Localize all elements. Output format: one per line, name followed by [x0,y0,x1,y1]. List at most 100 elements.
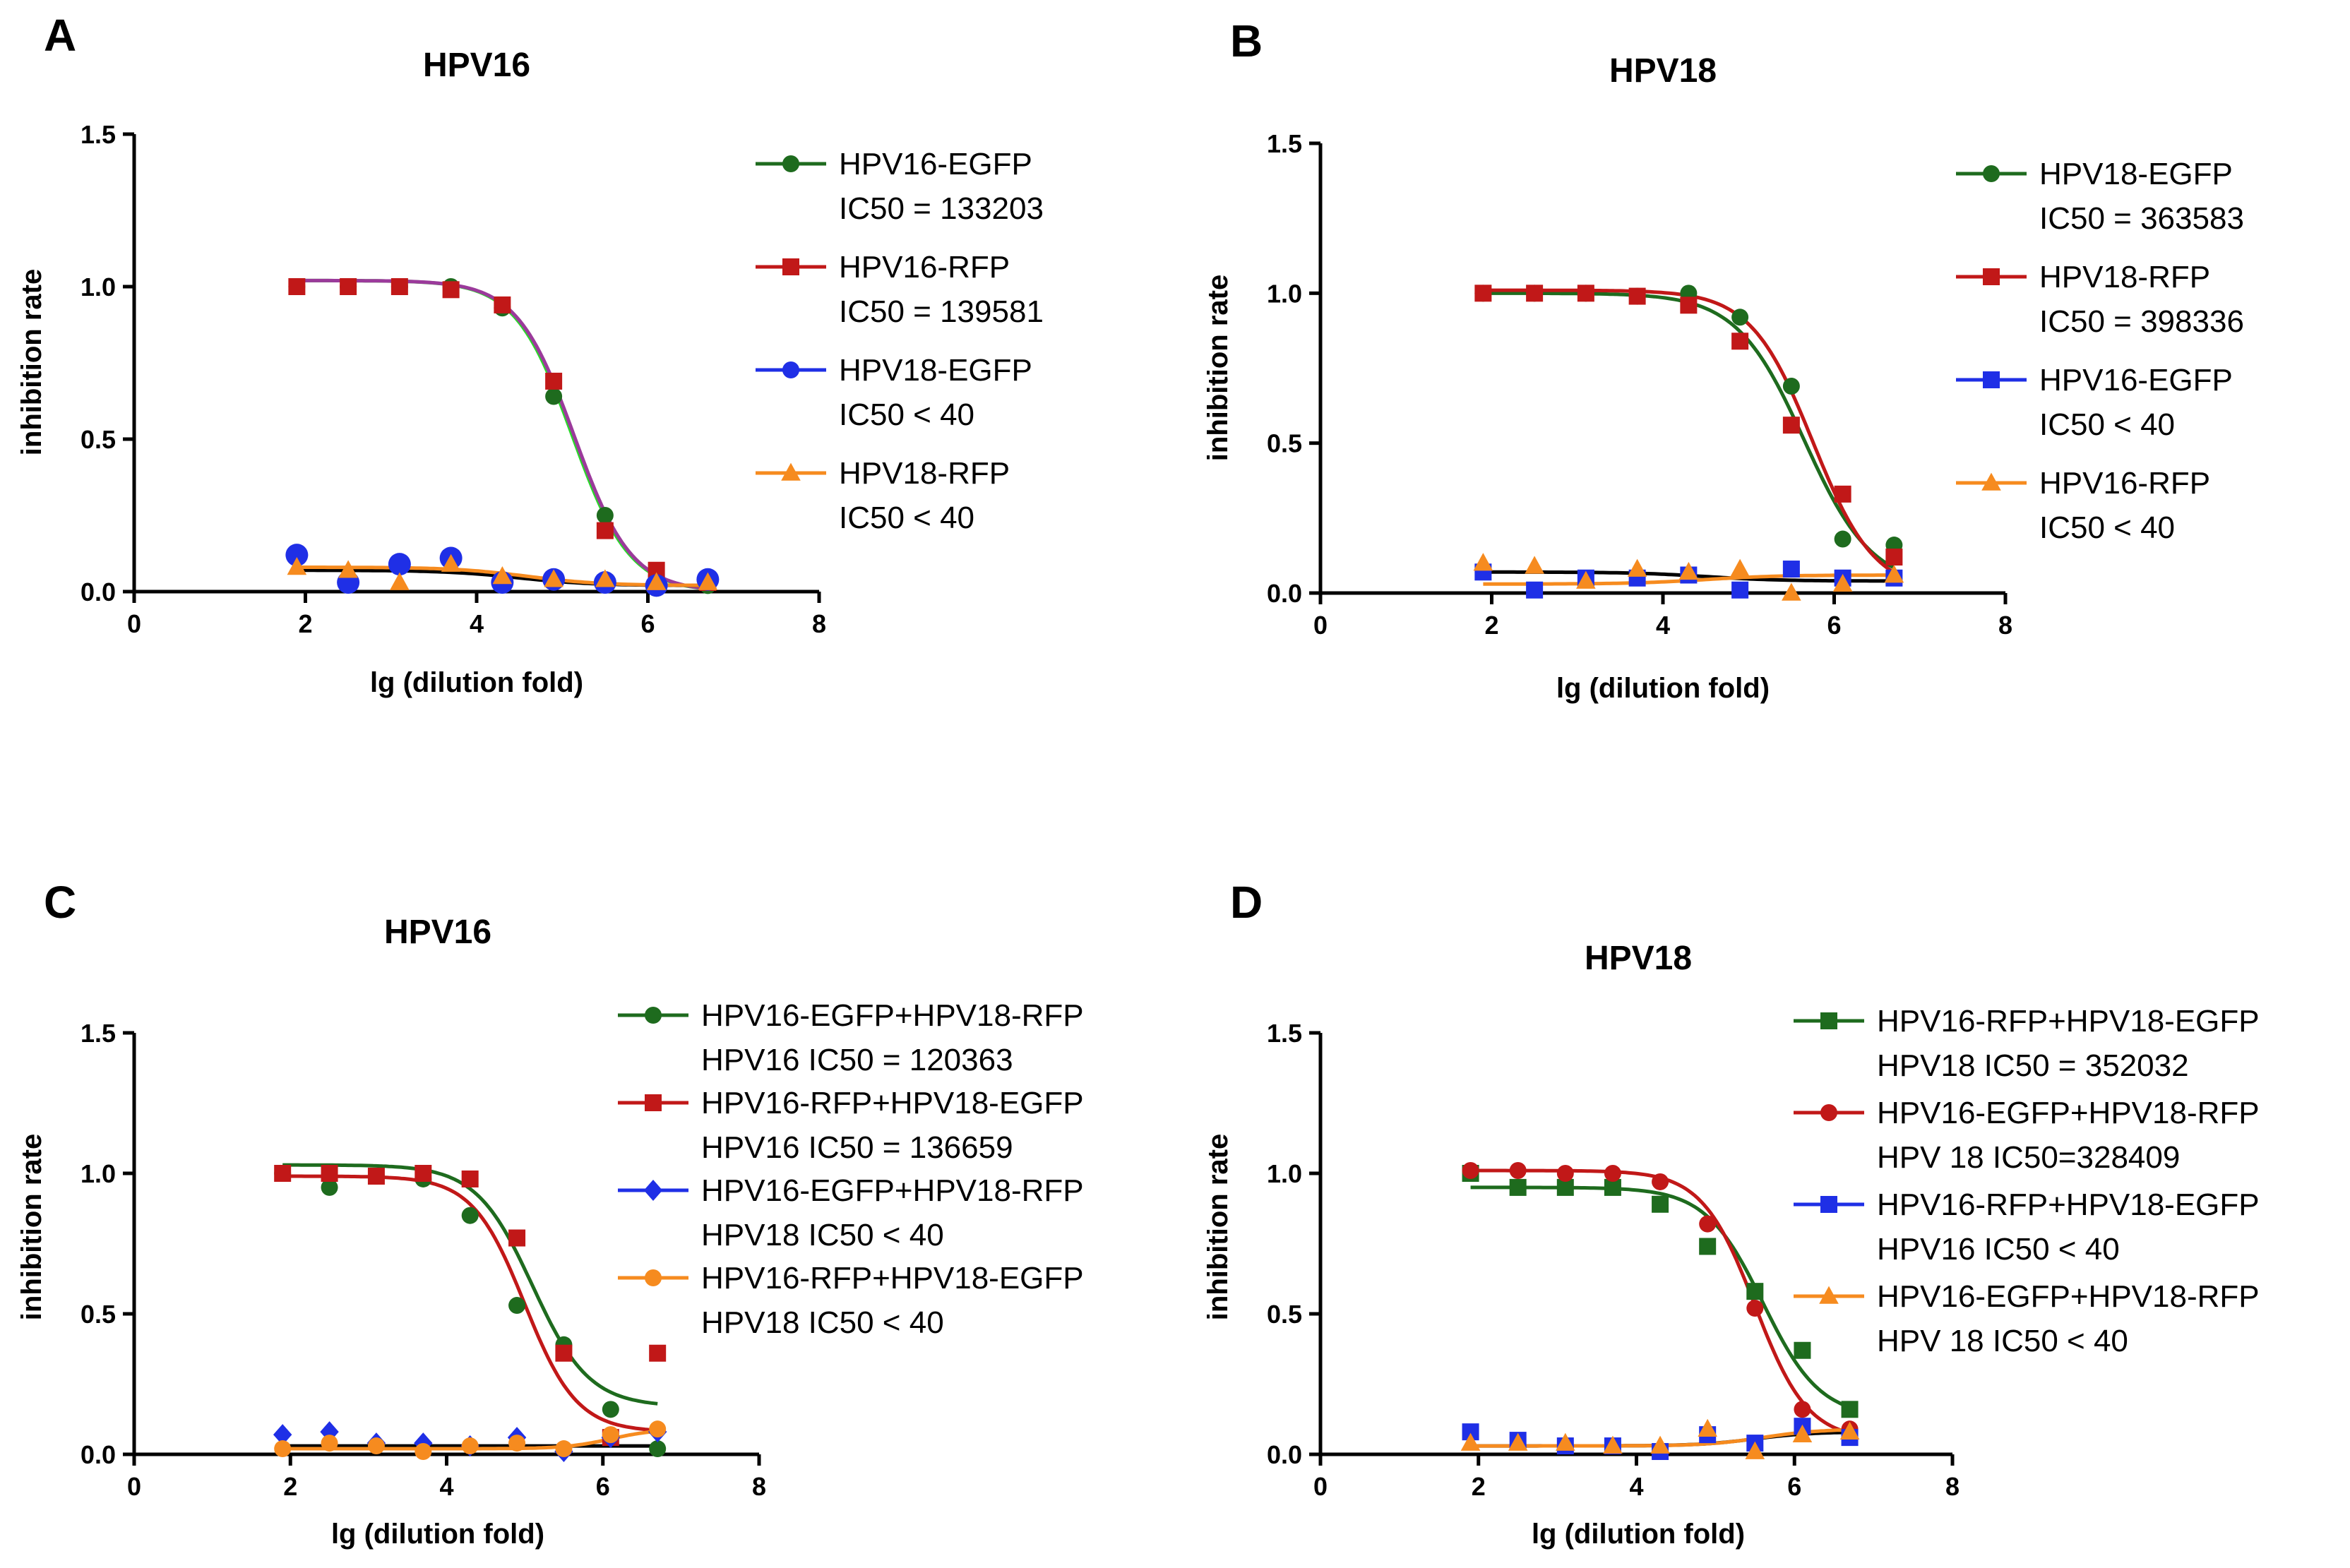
data-point-series-1 [596,507,614,524]
data-point-series-1 [1731,309,1749,326]
data-point-series-4 [1473,553,1493,571]
x-tick-label: 4 [1629,1472,1643,1501]
fit-curve-2 [282,1174,658,1432]
panel-c-plot-area: 0 2 4 6 8 0.0 0.5 1.0 1.5 [80,1019,766,1501]
legend-marker-1 [782,155,799,172]
x-tick-label: 4 [439,1472,453,1501]
data-point-series-4 [1730,558,1750,577]
panel-a-legend: HPV16-EGFP IC50 = 133203 HPV16-RFP IC50 = 1… [756,147,1044,535]
fit-curve-1 [1470,1185,1851,1409]
panel-d-legend: HPV16-RFP+HPV18-EGFP HPV18 IC50 = 352032 H… [1794,1004,2260,1358]
data-point-series-2 [1746,1300,1764,1317]
x-tick-label: 8 [1998,611,2012,640]
panel-a-letter: A [44,10,76,61]
panel-d-ylabel: inhibition rate [1203,1134,1234,1320]
panel-b-title: HPV18 [1609,52,1717,90]
y-tick-label: 0.5 [1267,1300,1302,1329]
data-point-series-4 [555,1440,573,1458]
data-point-series-2 [1509,1162,1527,1180]
data-point-series-4 [1460,1432,1481,1451]
data-point-series-3 [388,553,411,576]
data-point-series-2 [442,281,460,299]
data-point-series-4 [602,1426,619,1444]
data-point-series-4 [441,553,461,572]
data-point-series-4 [595,569,615,587]
legend-name-1: HPV16-EGFP [839,147,1032,181]
panel-c-xlabel: lg (dilution fold) [331,1519,544,1550]
data-point-series-2 [555,1344,573,1362]
legend-ic50-4: HPV18 IC50 < 40 [701,1305,944,1340]
legend-marker-4 [1819,1286,1839,1304]
y-tick-label: 0.5 [80,425,116,454]
data-point-series-4 [1650,1435,1670,1454]
panel-a: A HPV16 lg (dilution fold) inhibition ra… [16,10,1044,698]
y-tick-label: 0.0 [1267,579,1302,608]
legend-ic50-1: IC50 = 363583 [2039,201,2244,236]
x-tick-label: 0 [1313,611,1328,640]
panel-b-plot-area: 0 2 4 6 8 0.0 0.5 1.0 1.5 [1267,129,2012,640]
data-point-series-2 [1885,549,1903,566]
data-point-series-2 [1462,1162,1479,1180]
y-tick-label: 0.0 [80,577,116,606]
data-point-series-4 [649,1420,667,1438]
data-point-series-4 [321,1435,338,1452]
data-point-series-4 [698,572,718,590]
legend-ic50-4: IC50 < 40 [839,501,974,535]
fit-curve-2 [1483,288,1895,575]
y-tick-label: 1.0 [80,273,116,301]
data-point-series-4 [508,1435,526,1452]
x-tick-label: 4 [1656,611,1670,640]
x-tick-label: 4 [470,609,484,638]
panel-d-plot-area: 0 2 4 6 8 0.0 0.5 1.0 1.5 [1267,1019,1960,1501]
data-point-series-2 [1794,1401,1811,1418]
data-point-series-2 [508,1229,526,1247]
data-point-series-1 [321,1178,338,1196]
data-point-series-1 [1841,1401,1859,1418]
legend-ic50-2: IC50 = 398336 [2039,304,2244,339]
panel-d-letter: D [1230,877,1263,928]
data-point-series-2 [414,1165,432,1182]
panel-c-legend: HPV16-EGFP+HPV18-RFP HPV16 IC50 = 120363 H… [618,998,1084,1340]
panel-d: D HPV18 lg (dilution fold) inhibition ra… [1203,877,2260,1550]
data-point-series-1 [1782,377,1800,395]
legend-marker-2 [782,258,799,275]
legend-name-3: HPV18-EGFP [839,353,1032,388]
data-point-series-4 [390,572,410,590]
data-point-series-4 [646,572,667,590]
data-point-series-4 [1782,582,1801,601]
panel-c-title: HPV16 [384,914,491,951]
legend-marker-3 [1983,371,2000,388]
legend-marker-4 [1981,472,2001,491]
data-point-series-2 [1526,285,1544,302]
data-point-series-4 [1556,1432,1575,1451]
data-point-series-1 [1509,1178,1527,1196]
data-point-series-3 [1782,561,1800,578]
panel-c-ylabel: inhibition rate [16,1134,47,1320]
x-tick-label: 6 [640,609,655,638]
panel-b-xlabel: lg (dilution fold) [1556,673,1770,704]
legend-marker-1 [645,1007,662,1024]
data-point-series-1 [1794,1341,1811,1359]
data-point-series-2 [649,1344,667,1362]
data-point-series-2 [1577,285,1594,302]
data-point-series-4 [1525,556,1544,574]
x-tick-label: 0 [127,609,141,638]
fit-curve-1 [297,278,708,591]
data-point-series-4 [544,569,563,587]
legend-name-3: HPV16-EGFP+HPV18-RFP [701,1173,1084,1208]
y-tick-label: 1.5 [1267,1019,1302,1048]
panel-a-title: HPV16 [423,47,530,84]
y-tick-label: 0.5 [1267,429,1302,458]
legend-marker-2 [1820,1104,1837,1121]
y-tick-label: 1.5 [80,120,116,149]
data-point-series-4 [1603,1435,1623,1454]
y-tick-label: 0.5 [80,1300,116,1329]
x-tick-label: 2 [283,1472,297,1501]
legend-name-4: HPV16-RFP [2039,466,2210,501]
data-point-series-4 [1576,570,1596,589]
x-tick-label: 6 [596,1472,610,1501]
data-point-series-2 [1556,1165,1574,1182]
data-point-series-2 [494,296,511,313]
x-tick-label: 8 [752,1472,766,1501]
